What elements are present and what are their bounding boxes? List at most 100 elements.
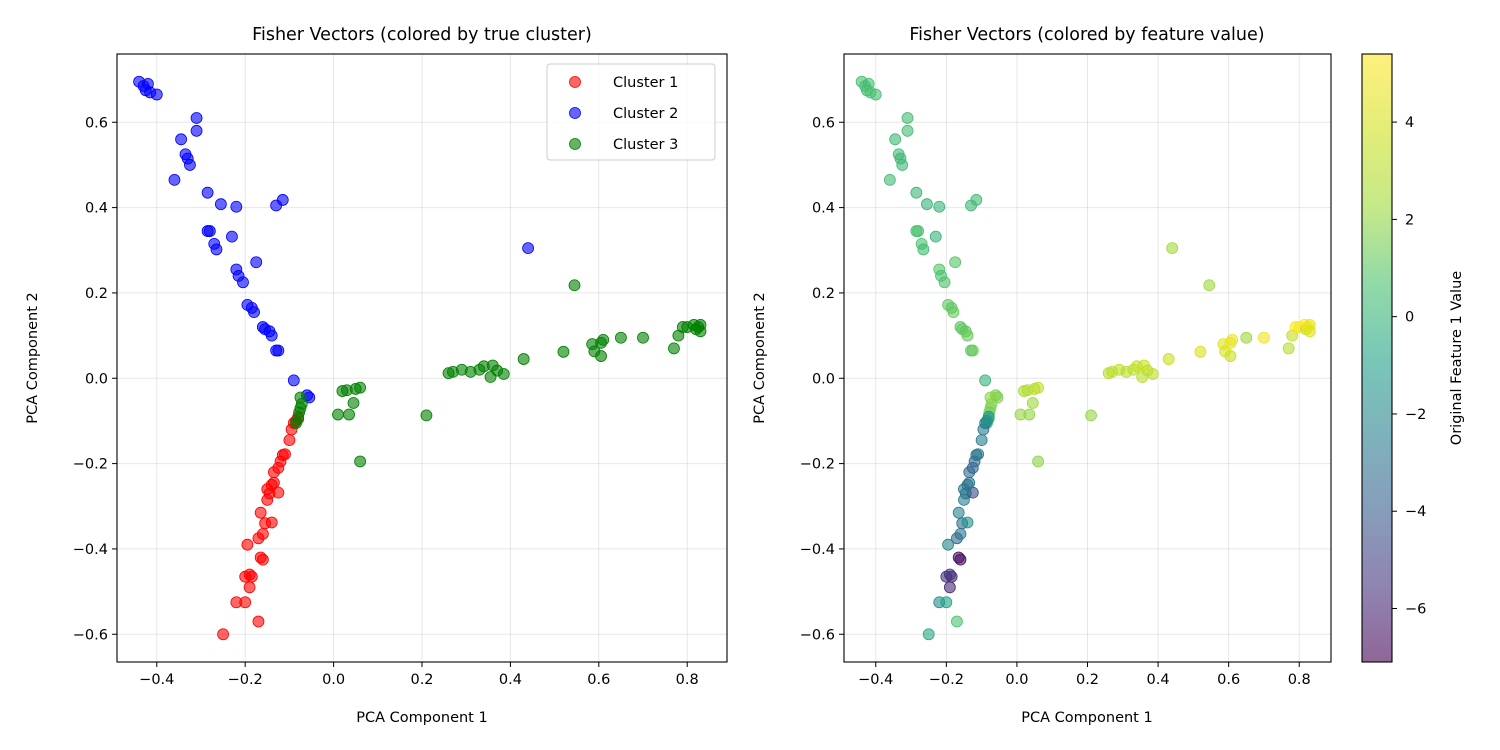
axis-ticks: −0.4 −0.2 0.0 0.2 0.4 0.6 0.8 −0.6 −0.4 −0.2 0.0 0.… <box>800 115 1311 688</box>
data-point <box>940 596 953 609</box>
data-point <box>1023 408 1036 421</box>
colorbar-label: Original Feature 1 Value <box>1449 271 1465 445</box>
colorbar-tick-label: 2 <box>1405 212 1414 228</box>
colorbar-tick-label: −6 <box>1405 601 1426 617</box>
data-point <box>347 397 360 409</box>
data-point <box>961 329 974 342</box>
y-tick-label: −0.4 <box>800 542 835 558</box>
data-point <box>954 528 967 540</box>
x-tick-label: 0.0 <box>1005 672 1028 688</box>
data-point <box>975 434 988 447</box>
data-point <box>201 186 214 199</box>
data-point <box>949 256 962 269</box>
data-point <box>175 133 187 146</box>
data-point <box>254 551 267 564</box>
data-point <box>952 551 965 564</box>
data-point <box>254 506 267 519</box>
data-point <box>184 159 196 171</box>
data-point <box>214 198 227 211</box>
y-tick-label: −0.6 <box>800 627 835 643</box>
data-point <box>150 88 163 101</box>
data-point <box>1026 397 1039 409</box>
data-point <box>963 476 976 489</box>
y-tick-label: −0.4 <box>73 542 108 558</box>
data-point <box>332 408 344 421</box>
data-point <box>226 230 238 243</box>
data-point <box>966 344 979 357</box>
data-point <box>241 538 254 551</box>
legend-label: Cluster 3 <box>613 137 678 153</box>
data-point <box>290 417 302 429</box>
data-point <box>248 306 260 319</box>
axis-ticks: −0.4 −0.2 0.0 0.2 0.4 0.6 0.8 −0.6 −0.4 −0.2 0.0 0.… <box>73 115 699 688</box>
colorbar-gradient <box>1362 54 1392 662</box>
data-point <box>947 306 960 319</box>
data-point <box>283 434 296 447</box>
data-point <box>272 344 285 357</box>
data-point <box>276 194 289 206</box>
x-axis-label: PCA Component 1 <box>1021 710 1152 726</box>
x-tick-label: −0.2 <box>929 672 964 688</box>
data-point <box>1194 345 1207 358</box>
y-tick-label: 0.0 <box>812 371 835 387</box>
y-tick-label: −0.2 <box>73 457 108 473</box>
data-point <box>343 408 355 421</box>
x-tick-label: −0.4 <box>139 672 174 688</box>
data-point <box>901 124 914 137</box>
data-point <box>517 353 530 365</box>
data-point <box>1224 350 1237 362</box>
y-tick-label: 0.4 <box>812 201 835 217</box>
scatter-panel-feature-value: −0.4 −0.2 0.0 0.2 0.4 0.6 0.8 −0.6 −0.4 −0.2 0.0 0.… <box>752 25 1332 726</box>
x-tick-label: 0.4 <box>499 672 522 688</box>
data-point <box>896 159 909 171</box>
data-point <box>168 173 181 186</box>
data-point <box>1282 342 1295 355</box>
y-tick-label: −0.6 <box>73 627 108 643</box>
colorbar-frame <box>1361 53 1393 663</box>
data-point <box>1032 455 1044 468</box>
data-point <box>922 628 935 641</box>
data-point <box>268 476 280 489</box>
data-point <box>522 242 534 255</box>
data-point <box>243 568 256 581</box>
chart-title: Fisher Vectors (colored by feature value… <box>909 25 1264 45</box>
data-point <box>497 368 510 380</box>
y-tick-label: 0.2 <box>812 286 835 302</box>
data-point <box>912 225 925 237</box>
legend: Cluster 1 Cluster 2 Cluster 3 <box>546 63 716 161</box>
data-point <box>889 133 902 146</box>
x-tick-label: 0.6 <box>1217 672 1240 688</box>
data-point <box>933 200 946 213</box>
y-tick-label: −0.2 <box>800 457 835 473</box>
data-point <box>190 112 203 124</box>
data-point <box>265 329 278 342</box>
data-point <box>694 325 707 338</box>
y-tick-label: 0.2 <box>85 286 108 302</box>
y-tick-label: 0.0 <box>85 371 108 387</box>
data-point <box>951 615 963 628</box>
data-point <box>901 112 914 124</box>
data-point <box>597 333 610 346</box>
data-point <box>279 448 291 461</box>
data-point <box>1240 331 1253 344</box>
data-point <box>1146 368 1159 380</box>
colorbar-tick-label: 0 <box>1405 310 1414 326</box>
data-point <box>943 581 956 594</box>
data-point <box>256 528 269 540</box>
data-point <box>943 568 956 581</box>
data-point <box>243 581 256 594</box>
legend-marker <box>569 138 581 150</box>
colorbar-tick-label: 4 <box>1405 115 1414 131</box>
data-point <box>615 331 627 344</box>
data-point <box>883 173 896 186</box>
x-tick-label: 0.8 <box>676 672 699 688</box>
x-tick-label: −0.4 <box>858 672 893 688</box>
data-point <box>190 124 203 137</box>
data-point <box>354 381 367 394</box>
data-point <box>910 186 923 199</box>
data-point <box>484 371 497 383</box>
legend-marker <box>569 76 581 88</box>
y-tick-label: 0.6 <box>812 115 835 131</box>
data-point <box>250 256 263 269</box>
